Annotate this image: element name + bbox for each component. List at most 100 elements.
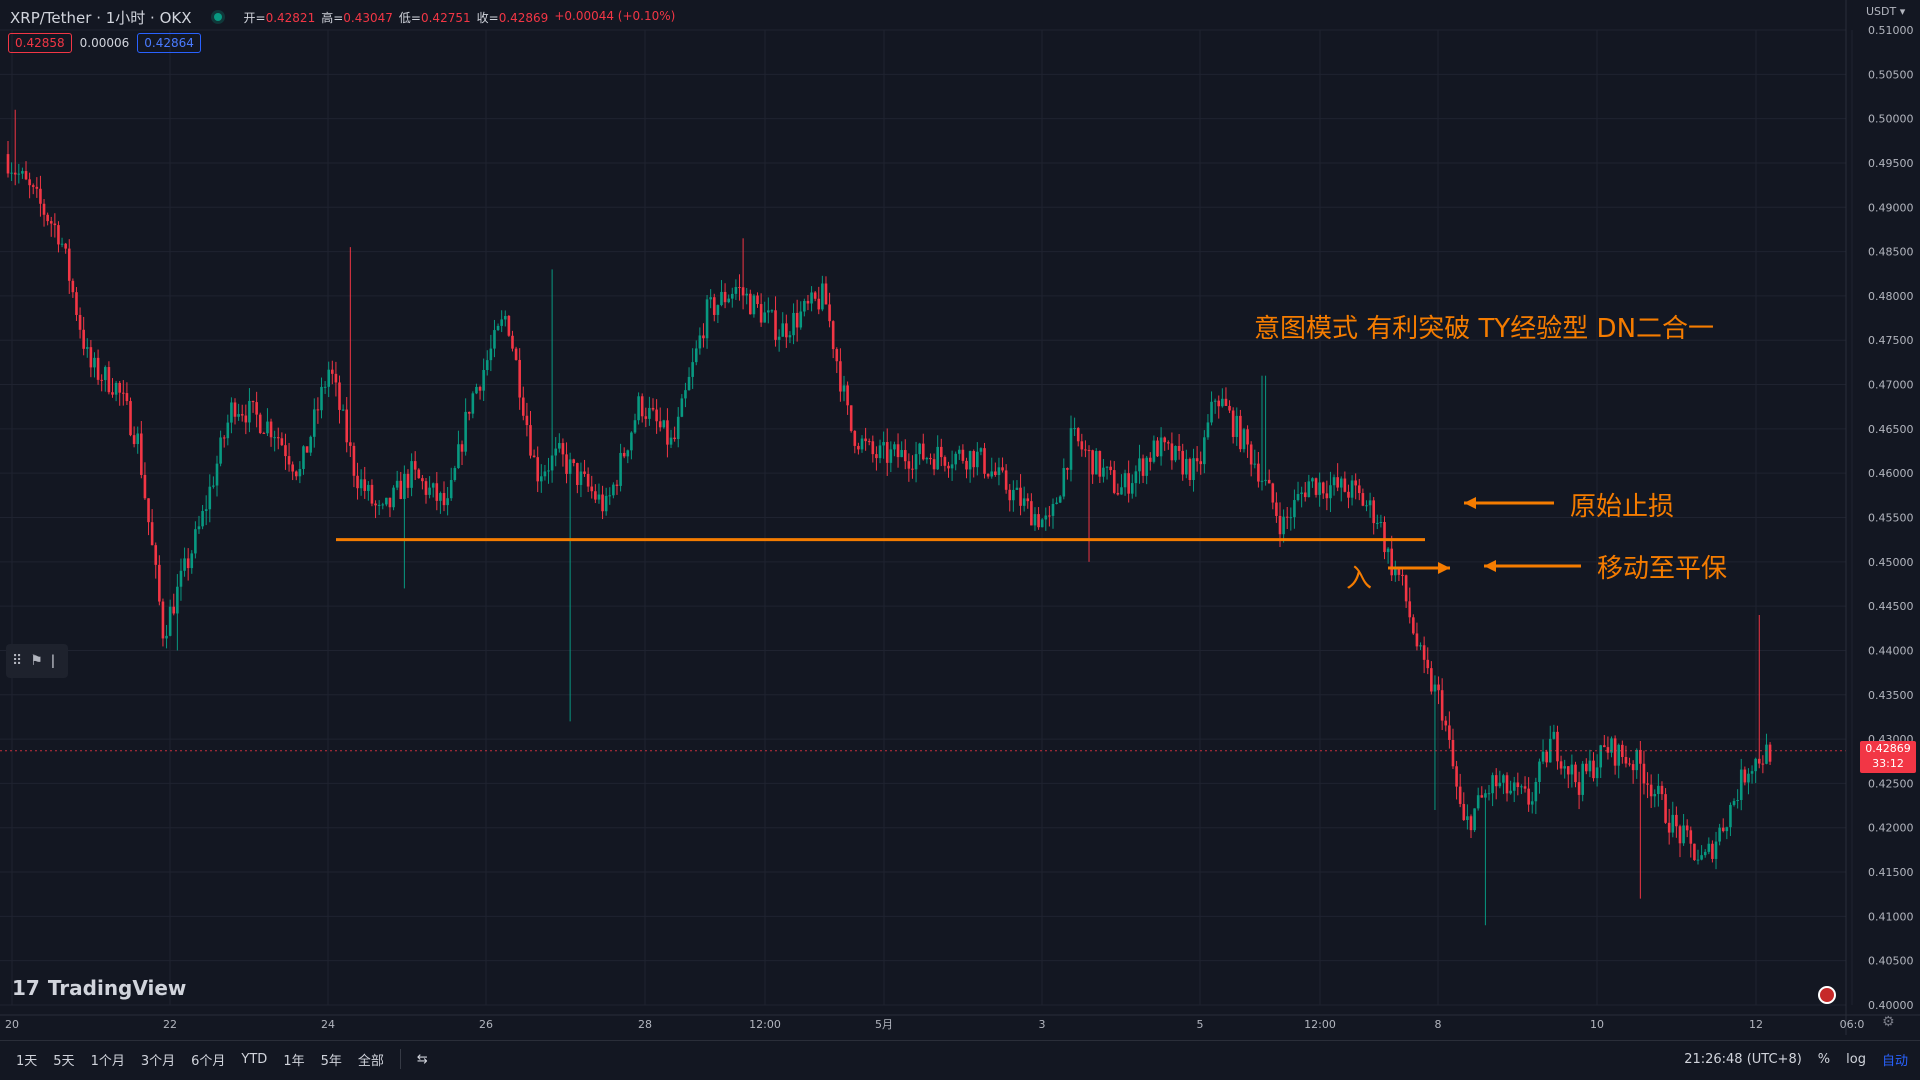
buy-sell-panel: 0.42858 0.00006 0.42864 <box>8 33 201 53</box>
auto-scale-toggle[interactable]: 自动 <box>1881 1053 1908 1069</box>
candle-body <box>1520 786 1523 788</box>
tradingview-logo[interactable]: 17 TradingView <box>12 976 186 1000</box>
timeframe-6m[interactable]: 6个月 <box>191 1053 226 1069</box>
candle-body <box>550 455 554 471</box>
candle-body <box>122 392 125 394</box>
candle-body <box>529 425 532 456</box>
candle-body <box>676 416 680 440</box>
buy-button[interactable]: 0.42864 <box>137 33 201 53</box>
candle-body <box>1675 814 1678 827</box>
candle-body <box>1484 793 1487 798</box>
floating-toolbar[interactable]: ⠿ ⚑ ǀ <box>6 644 68 678</box>
candle-body <box>403 473 406 499</box>
candle-body <box>1199 461 1203 465</box>
candle-body <box>1022 498 1026 506</box>
candle-body <box>1545 751 1548 763</box>
candle-body <box>968 451 972 470</box>
candle-body <box>457 444 460 469</box>
candle-body <box>1372 500 1375 524</box>
timeframe-5y[interactable]: 5年 <box>320 1053 342 1069</box>
candle-body <box>1267 479 1271 484</box>
x-tick-label: 8 <box>1435 1018 1442 1031</box>
timeframe-1d[interactable]: 1天 <box>16 1053 38 1069</box>
timeframe-all[interactable]: 全部 <box>357 1053 384 1069</box>
gear-icon[interactable]: ⚙ <box>1882 1014 1895 1030</box>
candle-body <box>1736 800 1739 802</box>
candle-body <box>1768 744 1772 762</box>
candle-body <box>507 315 511 336</box>
candle-body <box>738 287 741 289</box>
timeframe-3m[interactable]: 3个月 <box>140 1053 176 1069</box>
candle-body <box>1761 763 1765 765</box>
candle-body <box>788 335 792 338</box>
candle-body <box>705 299 709 339</box>
candle-body <box>1660 785 1664 795</box>
candle-body <box>500 319 503 326</box>
flag-tool-icon[interactable]: ⚑ <box>30 653 43 669</box>
candle-body <box>990 471 994 477</box>
candle-body <box>53 223 57 226</box>
candle-body <box>965 460 968 470</box>
symbol-title[interactable]: XRP/Tether · 1小时 · OKX <box>10 8 192 27</box>
clock[interactable]: 21:26:48 (UTC+8) <box>1684 1051 1802 1067</box>
sell-button[interactable]: 0.42858 <box>8 33 72 53</box>
candle-body <box>1123 473 1127 488</box>
percent-toggle[interactable]: % <box>1817 1051 1831 1067</box>
candle-body <box>568 459 572 474</box>
candle-body <box>413 461 417 470</box>
bottom-toolbar: 1天 5天 1个月 3个月 6个月 YTD 1年 5年 全部 ⇆ 21:26:4… <box>0 1040 1920 1077</box>
candle-body <box>720 291 723 306</box>
log-toggle[interactable]: log <box>1846 1051 1866 1067</box>
candle-body <box>1603 745 1606 748</box>
timeframe-ytd[interactable]: YTD <box>241 1051 268 1067</box>
us-flag-icon[interactable] <box>1818 986 1836 1004</box>
original-stop-annotation[interactable]: 原始止损 <box>1570 492 1675 522</box>
candle-body <box>849 405 853 431</box>
timeframe-1m[interactable]: 1个月 <box>90 1053 125 1069</box>
candle-body <box>626 450 630 457</box>
timeframe-1y[interactable]: 1年 <box>283 1053 305 1069</box>
entry-annotation[interactable]: 入 <box>1346 564 1373 594</box>
candle-body <box>280 438 284 446</box>
candle-body <box>1008 489 1012 501</box>
candle-body <box>655 409 658 422</box>
candle-body <box>107 367 111 393</box>
candle-body <box>1473 808 1476 831</box>
candle-body <box>1339 478 1343 488</box>
currency-selector[interactable]: USDT ▾ <box>1866 5 1905 18</box>
candle-body <box>666 420 669 445</box>
last-price-value: 0.42869 <box>1865 742 1911 755</box>
pattern-title-annotation[interactable]: 意图模式 有利突破 TY经验型 DN二合一 <box>1254 314 1715 344</box>
candle-body <box>673 437 676 440</box>
candle-body <box>1040 519 1044 528</box>
candle-body <box>71 280 75 293</box>
candle-body <box>21 171 24 174</box>
date-range-icon[interactable]: ⇆ <box>416 1051 428 1067</box>
candle-body <box>1307 481 1311 498</box>
candle-body <box>1541 751 1545 762</box>
move-to-breakeven-annotation[interactable]: 移动至平保 <box>1597 554 1728 584</box>
candle-body <box>590 486 594 492</box>
candle-body <box>1069 428 1073 470</box>
candle-body <box>1159 437 1163 457</box>
candle-body <box>792 312 795 336</box>
timeframe-5d[interactable]: 5天 <box>53 1053 75 1069</box>
candle-body <box>421 478 424 482</box>
candle-body <box>464 411 467 452</box>
drag-handle-icon[interactable]: ⠿ <box>12 653 23 669</box>
candle-body <box>392 487 395 508</box>
candle-body <box>572 459 576 464</box>
candle-body <box>795 312 799 328</box>
candle-body <box>1757 758 1761 764</box>
candle-body <box>1015 487 1019 490</box>
candle-body <box>889 449 893 463</box>
candle-body <box>374 503 377 506</box>
candle-body <box>810 292 813 304</box>
brush-tool-icon[interactable]: ǀ <box>50 653 55 669</box>
candle-body <box>1361 493 1365 506</box>
candle-body <box>644 416 648 419</box>
candle-body <box>150 522 154 546</box>
y-tick-label: 0.47000 <box>1868 379 1914 392</box>
candle-body <box>349 442 352 446</box>
